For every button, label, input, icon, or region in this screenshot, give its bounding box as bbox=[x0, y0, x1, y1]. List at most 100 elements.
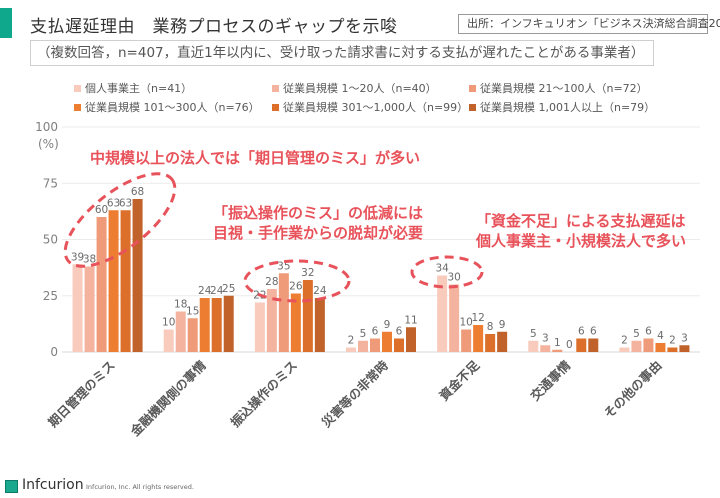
bar bbox=[473, 325, 484, 352]
x-category-label: その他の事由 bbox=[601, 358, 665, 422]
y-tick-label: 75 bbox=[43, 176, 58, 190]
bar bbox=[667, 347, 678, 352]
legend-label: 従業員規模 1,001人以上（n=79） bbox=[480, 101, 656, 114]
y-tick-label: 100 bbox=[35, 120, 58, 134]
bar bbox=[461, 329, 472, 352]
y-tick-label: 0 bbox=[50, 345, 58, 359]
legend-label: 従業員規模 101～300人（n=76） bbox=[85, 101, 260, 114]
footer-brand: Infcurion bbox=[22, 477, 84, 493]
value-label: 18 bbox=[174, 299, 187, 311]
legend-item: 従業員規模 1,001人以上（n=79） bbox=[469, 99, 655, 115]
value-label: 4 bbox=[657, 330, 664, 342]
annotation-text: 中規模以上の法人では「期日管理のミス」が多い bbox=[90, 149, 420, 167]
bar bbox=[302, 280, 313, 352]
value-label: 10 bbox=[459, 317, 472, 329]
x-category-label: 振込操作のミス bbox=[227, 358, 299, 430]
footer-copyright: Infcurion, Inc. All rights reserved. bbox=[86, 483, 194, 491]
bar bbox=[120, 210, 131, 352]
highlight-ellipse bbox=[243, 259, 351, 303]
bar bbox=[540, 345, 551, 352]
value-label: 3 bbox=[542, 332, 549, 344]
bar bbox=[84, 266, 95, 352]
value-label: 34 bbox=[435, 263, 449, 275]
annotation-text: 「資金不足」による支払遅延は bbox=[476, 212, 686, 230]
bar bbox=[406, 327, 416, 352]
bar bbox=[108, 210, 119, 352]
highlight-ellipse bbox=[63, 172, 177, 268]
bar bbox=[382, 331, 392, 352]
legend-label: 従業員規模 21～100人（n=72） bbox=[480, 82, 648, 95]
legend-label: 個人事業主（n=41） bbox=[85, 82, 193, 95]
annotation-text: 「振込操作のミス」の低減には bbox=[213, 204, 423, 222]
bar-chart: 0255075100393860636368期日管理のミス10181524242… bbox=[35, 120, 700, 440]
legend-label: 従業員規模 301～1,000人（n=99） bbox=[283, 101, 469, 114]
bar bbox=[485, 334, 496, 352]
bar bbox=[96, 217, 107, 352]
bar bbox=[199, 298, 210, 352]
legend-swatch bbox=[469, 103, 476, 111]
x-category-label: 資金不足 bbox=[436, 357, 482, 403]
bar bbox=[576, 338, 587, 352]
value-label: 0 bbox=[566, 339, 573, 351]
annotation-layer: 中規模以上の法人では「期日管理のミス」が多い「振込操作のミス」の低減には目視・手… bbox=[63, 149, 686, 303]
value-label: 38 bbox=[83, 254, 96, 266]
bar bbox=[187, 318, 198, 352]
bar bbox=[631, 340, 642, 352]
infcurion-logo-icon bbox=[5, 480, 18, 493]
value-label: 63 bbox=[119, 197, 132, 209]
value-label: 12 bbox=[471, 312, 484, 324]
legend-swatch bbox=[74, 103, 81, 111]
value-label: 24 bbox=[313, 285, 327, 297]
legend-swatch bbox=[272, 103, 279, 111]
value-label: 5 bbox=[633, 328, 640, 340]
value-label: 15 bbox=[186, 305, 199, 317]
bar bbox=[643, 338, 654, 352]
bar bbox=[211, 298, 222, 352]
value-label: 35 bbox=[277, 260, 290, 272]
y-tick-label: 25 bbox=[43, 289, 58, 303]
bar bbox=[394, 338, 404, 352]
x-category-label: 期日管理のミス bbox=[45, 358, 117, 430]
bar bbox=[278, 273, 289, 352]
source-box: 出所：インフキュリオン「ビジネス決済総合調査2024」 bbox=[458, 14, 720, 34]
bar bbox=[346, 347, 356, 352]
bar bbox=[223, 295, 234, 352]
value-label: 2 bbox=[669, 335, 676, 347]
legend-label: 従業員規模 1～20人（n=40） bbox=[283, 82, 437, 95]
bar bbox=[254, 302, 265, 352]
legend-item: 従業員規模 1～20人（n=40） bbox=[272, 80, 437, 96]
title-accent-bar bbox=[0, 8, 12, 38]
value-label: 5 bbox=[360, 328, 367, 340]
bar bbox=[175, 311, 186, 352]
value-label: 6 bbox=[590, 326, 597, 338]
value-label: 32 bbox=[301, 267, 314, 279]
value-label: 6 bbox=[396, 326, 403, 338]
y-axis-unit: (%) bbox=[38, 137, 59, 151]
value-label: 30 bbox=[447, 272, 460, 284]
annotation-text: 目視・手作業からの脱却が必要 bbox=[213, 224, 423, 242]
value-label: 9 bbox=[384, 319, 391, 331]
bar bbox=[163, 329, 174, 352]
value-label: 2 bbox=[348, 335, 355, 347]
bar bbox=[528, 340, 539, 352]
bar bbox=[370, 338, 380, 352]
value-label: 10 bbox=[162, 317, 175, 329]
x-category-label: 金融機関側の事情 bbox=[127, 357, 209, 439]
value-label: 24 bbox=[198, 285, 212, 297]
bar bbox=[588, 338, 599, 352]
legend-swatch bbox=[272, 84, 279, 92]
value-label: 6 bbox=[372, 326, 379, 338]
value-label: 25 bbox=[222, 283, 235, 295]
value-label: 26 bbox=[289, 281, 303, 293]
value-label: 6 bbox=[578, 326, 585, 338]
bar bbox=[132, 199, 143, 352]
page-title: 支払遅延理由 業務プロセスのギャップを示唆 bbox=[30, 17, 398, 37]
value-label: 28 bbox=[265, 276, 278, 288]
value-label: 6 bbox=[645, 326, 652, 338]
value-label: 11 bbox=[404, 314, 417, 326]
annotation-text: 個人事業主・小規模法人で多い bbox=[475, 232, 686, 250]
legend-item: 従業員規模 101～300人（n=76） bbox=[74, 99, 260, 115]
legend-swatch bbox=[469, 84, 476, 92]
value-label: 2 bbox=[621, 335, 628, 347]
value-label: 3 bbox=[681, 332, 688, 344]
